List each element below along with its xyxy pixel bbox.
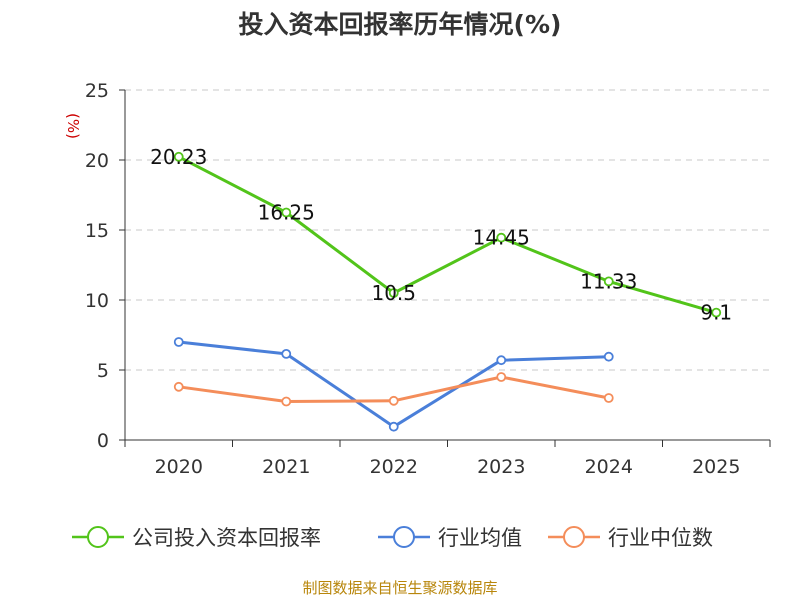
legend-item-1: 行业均值	[378, 526, 522, 550]
data-point-2-2024	[603, 393, 614, 403]
y-tick-label-0: 0	[97, 430, 109, 452]
data-point-0-2025	[711, 307, 722, 318]
data-label-0-2020: 20.23	[150, 145, 207, 169]
data-point-2-2020	[173, 381, 184, 392]
x-tick-label-2024: 2024	[585, 456, 633, 478]
legend-label-2: 行业中位数	[608, 526, 713, 550]
y-tick-label-10: 10	[85, 290, 109, 312]
legend-label-1: 行业均值	[438, 526, 522, 550]
data-label-0-2021: 16.25	[258, 201, 315, 225]
y-tick-label-15: 15	[85, 220, 109, 242]
data-point-0-2021	[281, 207, 292, 218]
data-point-1-2020	[173, 337, 184, 347]
data-point-1-2023	[496, 355, 507, 366]
data-point-1-2024	[603, 351, 614, 362]
data-label-0-2022: 10.5	[371, 281, 416, 305]
legend-marker-2	[563, 526, 585, 548]
source-note: 制图数据来自恒生聚源数据库	[302, 579, 497, 597]
legend-marker-1	[393, 526, 415, 548]
chart-title: 投入资本回报率历年情况(%)	[239, 10, 562, 39]
data-point-2-2023	[496, 372, 507, 382]
data-point-0-2022	[388, 288, 399, 298]
series-line-0	[178, 155, 717, 315]
x-tick-label-2025: 2025	[692, 456, 740, 478]
y-tick-label-25: 25	[85, 80, 109, 102]
x-tick-label-2023: 2023	[477, 456, 525, 478]
series-1	[173, 337, 614, 432]
data-label-0-2025: 9.1	[700, 301, 732, 325]
y-tick-label-5: 5	[97, 360, 109, 382]
legend-item-0: 公司投入资本回报率	[72, 526, 321, 550]
y-axis-unit: (%)	[64, 113, 82, 139]
data-point-0-2023	[496, 232, 507, 243]
legend-marker-0	[87, 526, 109, 548]
x-tick-label-2020: 2020	[155, 456, 203, 478]
data-point-0-2024	[603, 276, 614, 287]
series-2	[173, 372, 614, 407]
data-point-0-2020	[173, 151, 184, 162]
series-layer	[173, 151, 722, 432]
data-point-1-2022	[388, 421, 399, 432]
legend-item-2: 行业中位数	[548, 526, 713, 550]
data-label-0-2023: 14.45	[473, 226, 530, 250]
y-tick-label-20: 20	[85, 150, 109, 172]
data-label-0-2024: 11.33	[580, 269, 637, 293]
x-tick-label-2021: 2021	[262, 456, 310, 478]
x-tick-label-2022: 2022	[370, 456, 418, 478]
data-point-1-2021	[281, 348, 292, 359]
grid-lines	[125, 89, 770, 371]
data-point-2-2022	[388, 395, 399, 406]
data-labels: 20.23 16.25 10.5 14.45 11.33 9.1	[150, 145, 732, 325]
legend-label-0: 公司投入资本回报率	[132, 526, 321, 550]
series-0	[173, 151, 722, 318]
legend: 公司投入资本回报率 行业均值 行业中位数	[72, 526, 713, 550]
data-point-2-2021	[281, 396, 292, 407]
